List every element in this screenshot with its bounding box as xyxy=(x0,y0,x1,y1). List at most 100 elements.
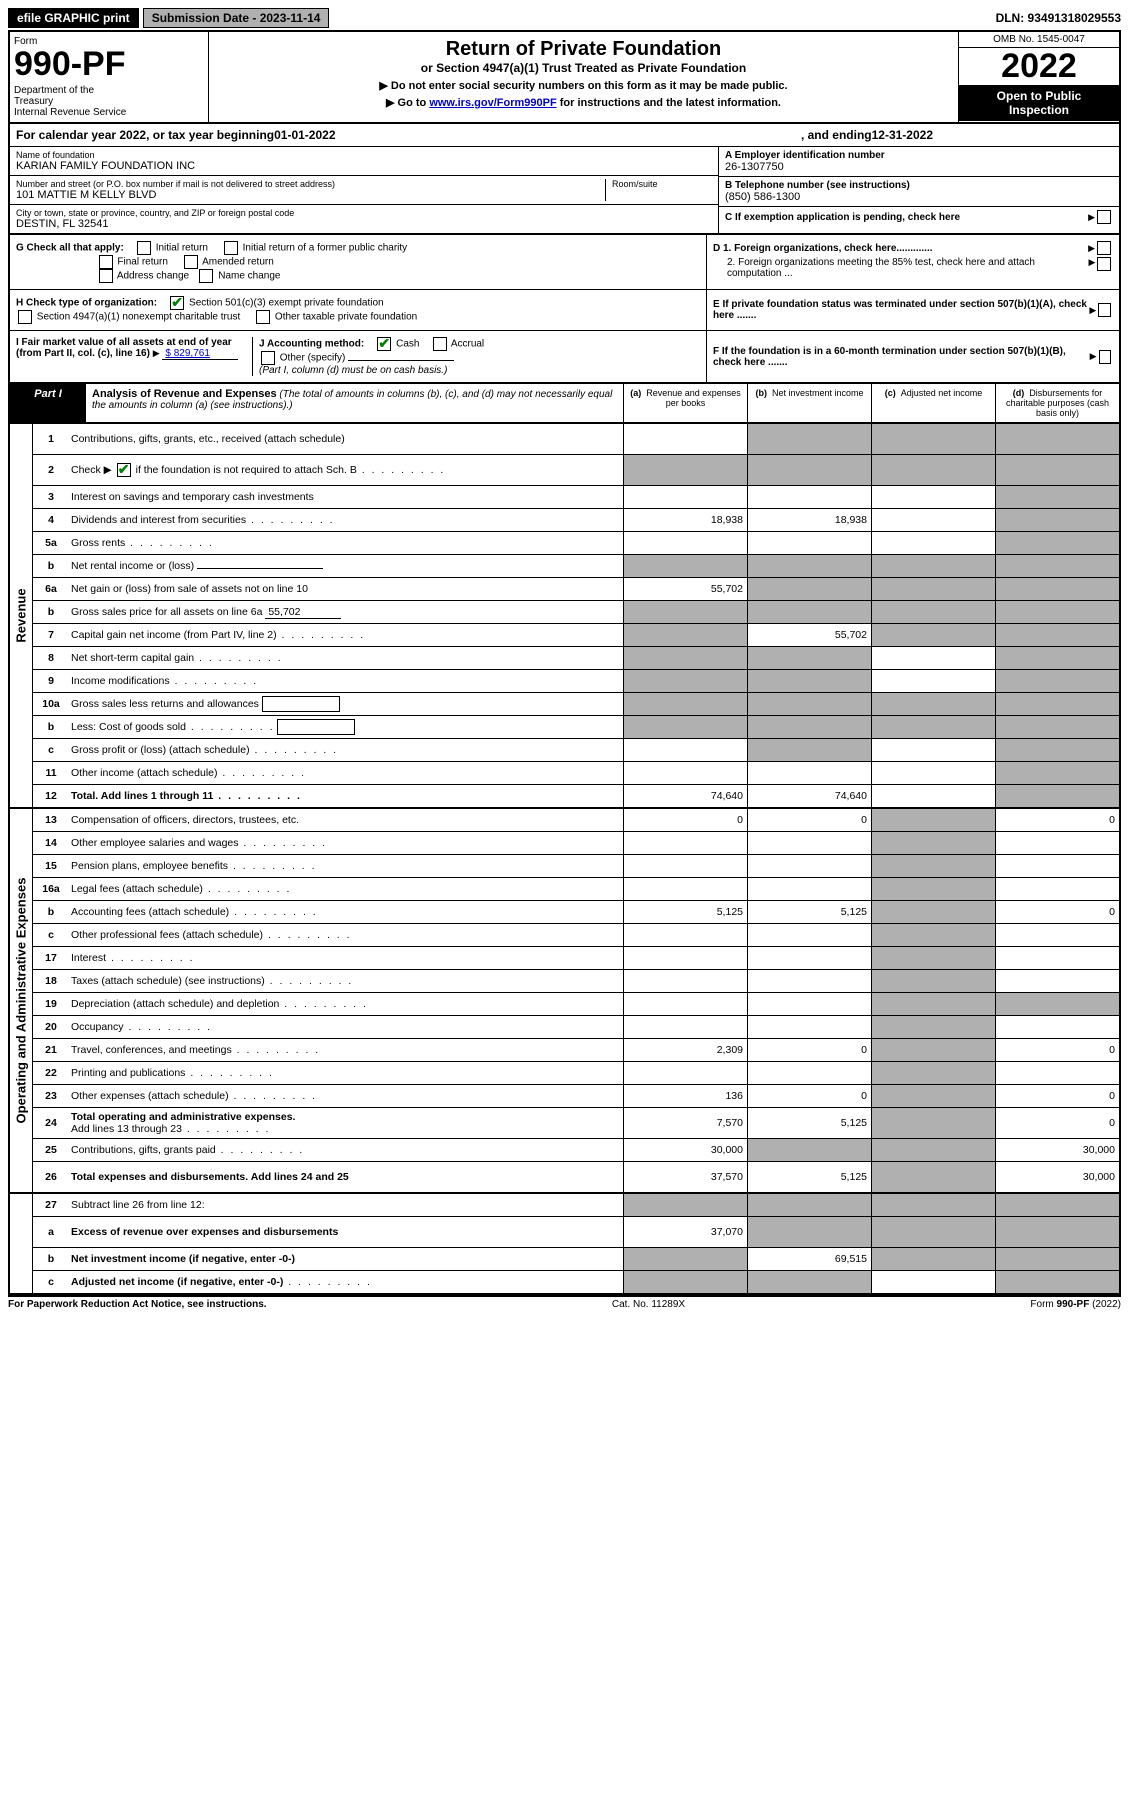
cell-a xyxy=(623,878,747,900)
cell-c xyxy=(871,1217,995,1247)
cell-a: 37,070 xyxy=(623,1217,747,1247)
accrual-checkbox[interactable] xyxy=(433,337,447,351)
expenses-side-label: Operating and Administrative Expenses xyxy=(10,809,33,1192)
cash-checkbox[interactable] xyxy=(377,337,391,351)
4947-checkbox[interactable] xyxy=(18,310,32,324)
ein-cell: A Employer identification number 26-1307… xyxy=(719,147,1119,177)
calyear-end: 12-31-2022 xyxy=(872,128,933,142)
cell-b xyxy=(747,532,871,554)
other-taxable-checkbox[interactable] xyxy=(256,310,270,324)
cell-a: 0 xyxy=(623,809,747,831)
ln: b xyxy=(33,718,69,736)
cell-d xyxy=(995,716,1119,738)
ln: 7 xyxy=(33,626,69,644)
cell-d xyxy=(995,878,1119,900)
desc: Net rental income or (loss) xyxy=(69,557,623,575)
cell-b: 74,640 xyxy=(747,785,871,807)
ln: 12 xyxy=(33,787,69,805)
initial-return-checkbox[interactable] xyxy=(137,241,151,255)
desc: Other income (attach schedule) xyxy=(69,764,623,782)
form-title: Return of Private Foundation xyxy=(215,38,952,61)
section-E: E If private foundation status was termi… xyxy=(706,290,1119,330)
desc: Gross sales less returns and allowances xyxy=(69,693,623,715)
opt-address: Address change xyxy=(117,271,189,282)
J-label: J Accounting method: xyxy=(259,339,364,350)
ln: 4 xyxy=(33,511,69,529)
opt-501c3: Section 501(c)(3) exempt private foundat… xyxy=(189,298,384,309)
col-a-head: (a) Revenue and expenses per books xyxy=(623,384,747,422)
cell-a: 2,309 xyxy=(623,1039,747,1061)
fmv-value[interactable]: $ 829,761 xyxy=(162,348,238,360)
footer-right: Form 990-PF (2022) xyxy=(1030,1299,1121,1310)
name-cell: Name of foundation KARIAN FAMILY FOUNDAT… xyxy=(10,147,718,176)
cell-d: 0 xyxy=(995,809,1119,831)
initial-former-checkbox[interactable] xyxy=(224,241,238,255)
cell-b xyxy=(747,947,871,969)
desc: Less: Cost of goods sold xyxy=(69,716,623,738)
ein-label: A Employer identification number xyxy=(725,150,1113,161)
ident-left: Name of foundation KARIAN FAMILY FOUNDAT… xyxy=(10,147,718,233)
exemption-cell: C If exemption application is pending, c… xyxy=(719,207,1119,227)
name-label: Name of foundation xyxy=(16,150,712,160)
cell-b: 5,125 xyxy=(747,901,871,923)
desc: Adjusted net income (if negative, enter … xyxy=(69,1273,623,1291)
cell-b xyxy=(747,1139,871,1161)
cell-c xyxy=(871,693,995,715)
cell-c xyxy=(871,1271,995,1293)
header-right: OMB No. 1545-0047 2022 Open to Public In… xyxy=(958,32,1119,122)
cell-c xyxy=(871,1248,995,1270)
desc: Compensation of officers, directors, tru… xyxy=(69,811,623,829)
note-url: ▶ Go to www.irs.gov/Form990PF for instru… xyxy=(215,96,952,109)
ln: b xyxy=(33,1250,69,1268)
schb-checkbox[interactable] xyxy=(117,463,131,477)
E-label: E If private foundation status was termi… xyxy=(713,299,1089,321)
name-change-checkbox[interactable] xyxy=(199,269,213,283)
501c3-checkbox[interactable] xyxy=(170,296,184,310)
arrow-icon xyxy=(1090,351,1097,362)
final-return-checkbox[interactable] xyxy=(99,255,113,269)
address-change-checkbox[interactable] xyxy=(99,269,113,283)
cell-a: 18,938 xyxy=(623,509,747,531)
ln: 11 xyxy=(33,764,69,782)
efile-button[interactable]: efile GRAPHIC print xyxy=(8,8,139,28)
cell-a: 55,702 xyxy=(623,578,747,600)
cell-b xyxy=(747,832,871,854)
section-H-E: H Check type of organization: Section 50… xyxy=(8,290,1121,331)
cell-d: 30,000 xyxy=(995,1162,1119,1192)
note-url-pre: ▶ Go to xyxy=(386,97,429,109)
cell-d xyxy=(995,670,1119,692)
calyear-pre: For calendar year 2022, or tax year begi… xyxy=(16,128,274,142)
cell-b xyxy=(747,878,871,900)
cell-b xyxy=(747,1271,871,1293)
header-center: Return of Private Foundation or Section … xyxy=(209,32,958,122)
cell-c xyxy=(871,509,995,531)
cell-b xyxy=(747,555,871,577)
ln: 14 xyxy=(33,834,69,852)
ln: 3 xyxy=(33,488,69,506)
submission-date-button[interactable]: Submission Date - 2023-11-14 xyxy=(143,8,330,28)
cell-c xyxy=(871,555,995,577)
exemption-checkbox[interactable] xyxy=(1097,210,1111,224)
ident-right: A Employer identification number 26-1307… xyxy=(718,147,1119,233)
other-method-checkbox[interactable] xyxy=(261,351,275,365)
cell-c xyxy=(871,647,995,669)
cell-d: 0 xyxy=(995,901,1119,923)
open-line1: Open to Public xyxy=(997,89,1082,103)
form-number: 990-PF xyxy=(14,47,204,81)
cell-a xyxy=(623,670,747,692)
calyear-mid: , and ending xyxy=(801,128,872,142)
cell-a xyxy=(623,832,747,854)
d2-checkbox[interactable] xyxy=(1097,257,1111,271)
desc: Other professional fees (attach schedule… xyxy=(69,926,623,944)
cell-b xyxy=(747,762,871,784)
irs-link[interactable]: www.irs.gov/Form990PF xyxy=(429,97,556,109)
expenses-rows: 13Compensation of officers, directors, t… xyxy=(33,809,1119,1192)
net-rental-line xyxy=(197,568,323,569)
amended-checkbox[interactable] xyxy=(184,255,198,269)
cell-c xyxy=(871,1062,995,1084)
d1-checkbox[interactable] xyxy=(1097,241,1111,255)
f-checkbox[interactable] xyxy=(1099,350,1112,364)
desc: Net investment income (if negative, ente… xyxy=(69,1250,623,1268)
e-checkbox[interactable] xyxy=(1098,303,1111,317)
cell-a xyxy=(623,424,747,454)
